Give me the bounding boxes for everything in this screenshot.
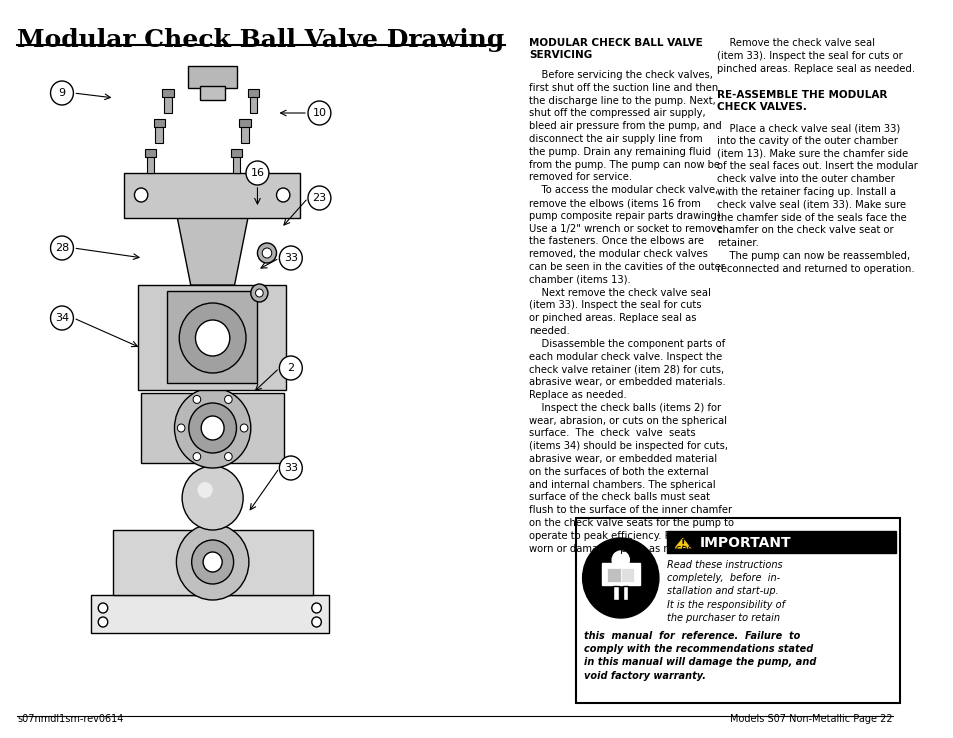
Circle shape: [203, 552, 222, 572]
Circle shape: [192, 540, 233, 584]
Circle shape: [312, 603, 321, 613]
Text: Place a check valve seal (item 33)
into the cavity of the outer chamber
(item 13: Place a check valve seal (item 33) into …: [717, 123, 917, 274]
Circle shape: [308, 186, 331, 210]
Circle shape: [262, 248, 272, 258]
FancyBboxPatch shape: [188, 66, 237, 88]
FancyBboxPatch shape: [162, 89, 173, 97]
Circle shape: [582, 538, 659, 618]
Circle shape: [312, 617, 321, 627]
Circle shape: [308, 101, 331, 125]
Text: RE-ASSEMBLE THE MODULAR
CHECK VALVES.: RE-ASSEMBLE THE MODULAR CHECK VALVES.: [717, 90, 886, 111]
FancyBboxPatch shape: [91, 595, 329, 633]
Text: Remove the check valve seal
(item 33). Inspect the seal for cuts or
pinched area: Remove the check valve seal (item 33). I…: [717, 38, 914, 74]
FancyBboxPatch shape: [233, 151, 240, 173]
Text: 33: 33: [284, 463, 297, 473]
Circle shape: [240, 424, 248, 432]
Circle shape: [51, 306, 73, 330]
Text: 34: 34: [55, 313, 69, 323]
Circle shape: [224, 396, 232, 404]
Circle shape: [279, 246, 302, 270]
Text: this  manual  for  reference.  Failure  to
comply with the recommendations state: this manual for reference. Failure to co…: [583, 631, 815, 680]
Text: 28: 28: [54, 243, 69, 253]
FancyBboxPatch shape: [138, 285, 286, 390]
FancyBboxPatch shape: [164, 91, 172, 113]
Circle shape: [134, 188, 148, 202]
Circle shape: [182, 466, 243, 530]
FancyBboxPatch shape: [667, 531, 896, 553]
FancyBboxPatch shape: [620, 568, 634, 582]
FancyBboxPatch shape: [241, 121, 249, 143]
Circle shape: [176, 524, 249, 600]
Text: Modular Check Ball Valve Drawing: Modular Check Ball Valve Drawing: [17, 28, 504, 52]
Circle shape: [201, 416, 224, 440]
FancyBboxPatch shape: [147, 151, 154, 173]
FancyBboxPatch shape: [248, 89, 259, 97]
FancyBboxPatch shape: [155, 121, 163, 143]
Circle shape: [279, 456, 302, 480]
Circle shape: [179, 303, 246, 373]
FancyBboxPatch shape: [622, 586, 628, 600]
Text: Before servicing the check valves,
first shut off the suction line and then
the : Before servicing the check valves, first…: [529, 70, 734, 554]
FancyBboxPatch shape: [124, 173, 300, 218]
Text: !: !: [679, 539, 684, 549]
Text: 33: 33: [284, 253, 297, 263]
Polygon shape: [673, 537, 692, 549]
Text: MODULAR CHECK BALL VALVE
SERVICING: MODULAR CHECK BALL VALVE SERVICING: [529, 38, 702, 60]
Polygon shape: [177, 218, 248, 285]
Circle shape: [276, 188, 290, 202]
Circle shape: [193, 452, 200, 461]
FancyBboxPatch shape: [231, 149, 242, 157]
Circle shape: [193, 396, 200, 404]
FancyBboxPatch shape: [141, 393, 284, 463]
FancyBboxPatch shape: [607, 568, 620, 582]
FancyBboxPatch shape: [239, 119, 251, 127]
Circle shape: [195, 320, 230, 356]
Text: 9: 9: [58, 88, 66, 98]
Circle shape: [255, 289, 263, 297]
Polygon shape: [609, 570, 632, 586]
Circle shape: [51, 81, 73, 105]
Circle shape: [189, 403, 236, 453]
FancyBboxPatch shape: [200, 86, 225, 100]
FancyBboxPatch shape: [145, 149, 156, 157]
Text: Models S07 Non-Metallic Page 22: Models S07 Non-Metallic Page 22: [729, 714, 892, 724]
Circle shape: [246, 161, 269, 185]
FancyBboxPatch shape: [250, 91, 257, 113]
Circle shape: [174, 388, 251, 468]
Circle shape: [98, 603, 108, 613]
Circle shape: [251, 284, 268, 302]
Text: Read these instructions
completely,  before  in-
stallation and start-up.
It is : Read these instructions completely, befo…: [667, 560, 784, 623]
FancyBboxPatch shape: [601, 563, 639, 585]
Circle shape: [279, 356, 302, 380]
Text: 10: 10: [313, 108, 326, 118]
Text: s07nmdl1sm-rev0614: s07nmdl1sm-rev0614: [17, 714, 123, 724]
Circle shape: [177, 424, 185, 432]
FancyBboxPatch shape: [613, 586, 618, 600]
FancyBboxPatch shape: [153, 119, 165, 127]
Circle shape: [51, 236, 73, 260]
FancyBboxPatch shape: [167, 291, 257, 383]
Text: 2: 2: [287, 363, 294, 373]
Circle shape: [98, 617, 108, 627]
Circle shape: [224, 452, 232, 461]
FancyBboxPatch shape: [112, 530, 313, 595]
Circle shape: [612, 551, 629, 569]
FancyBboxPatch shape: [576, 518, 900, 703]
Text: IMPORTANT: IMPORTANT: [700, 536, 791, 550]
Circle shape: [197, 482, 213, 498]
Text: 16: 16: [251, 168, 264, 178]
Circle shape: [257, 243, 276, 263]
Text: 23: 23: [312, 193, 326, 203]
